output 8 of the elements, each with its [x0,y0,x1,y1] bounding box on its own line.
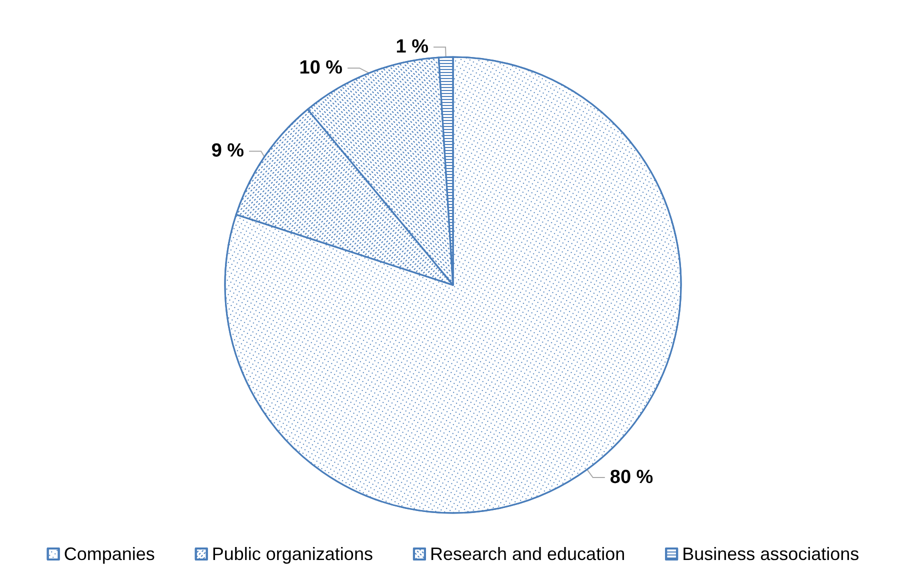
legend-label: Public organizations [212,544,373,564]
data-label: 1 % [396,36,429,58]
legend-label: Research and education [430,544,626,564]
legend-label: Companies [64,544,155,564]
data-label: 80 % [610,467,654,488]
legend-label: Business associations [682,544,860,564]
data-label: 9 % [211,140,244,162]
data-label: 10 % [299,58,343,79]
